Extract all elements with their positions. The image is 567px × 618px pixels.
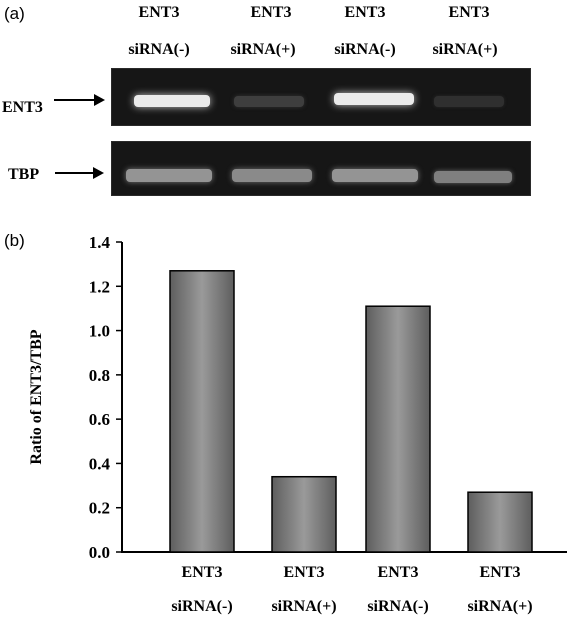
ent3-band-lane-2 [234,96,304,107]
tbp-band-lane-2 [232,169,312,182]
lane-1-bottom-label: siRNA(-) [128,41,190,58]
y-tick-label: 0.4 [89,454,111,473]
tbp-band-lane-1 [126,169,212,182]
lane-3-bottom-label: siRNA(-) [334,41,396,58]
tbp-arrowhead-icon [93,167,104,179]
lane-2-top-label: ENT3 [250,4,292,21]
panel-b-label: (b) [4,231,25,250]
x-tick-label: ENT3 [480,564,521,581]
y-tick-label: 1.4 [89,233,111,252]
tbp-band-lane-3 [332,169,418,182]
y-tick-label: 1.2 [89,277,110,296]
x-tick-label: ENT3 [378,564,419,581]
bar-1 [169,270,235,553]
lane-4-bottom-label: siRNA(+) [432,41,498,58]
x-tick-label: siRNA(+) [467,598,532,615]
bar-3 [365,305,431,553]
tbp-band-lane-4 [434,171,512,183]
lane-2-bottom-label: siRNA(+) [230,41,296,58]
y-tick-label: 0.6 [89,410,110,429]
ent3-row-label: ENT3 [2,99,43,116]
tbp-gel-image [111,141,531,196]
x-tick-label: siRNA(-) [367,598,428,615]
x-tick-label: siRNA(-) [171,598,232,615]
bar-4 [467,491,533,553]
ent3-arrow-icon [54,99,96,101]
y-tick-label: 1.0 [89,322,110,341]
tbp-row-label: TBP [8,166,40,183]
x-tick-label: ENT3 [284,564,325,581]
ent3-band-lane-3 [334,93,414,105]
y-tick-label: 0.0 [89,543,110,562]
panel-a-label: (a) [4,4,25,23]
ent3-band-lane-4 [434,96,504,107]
tbp-arrow-icon [55,172,95,174]
lane-1-top-label: ENT3 [138,4,180,21]
ent3-gel-image [111,68,531,126]
lane-3-top-label: ENT3 [344,4,386,21]
ent3-arrowhead-icon [94,94,105,106]
bar-2 [271,475,337,553]
y-tick-label: 0.8 [89,366,110,385]
ent3-band-lane-1 [134,95,210,107]
lane-4-top-label: ENT3 [448,4,490,21]
x-tick-label: siRNA(+) [271,598,336,615]
y-tick-label: 0.2 [89,499,110,518]
x-tick-label: ENT3 [182,564,223,581]
y-axis-title: Ratio of ENT3/TBP [28,329,45,464]
